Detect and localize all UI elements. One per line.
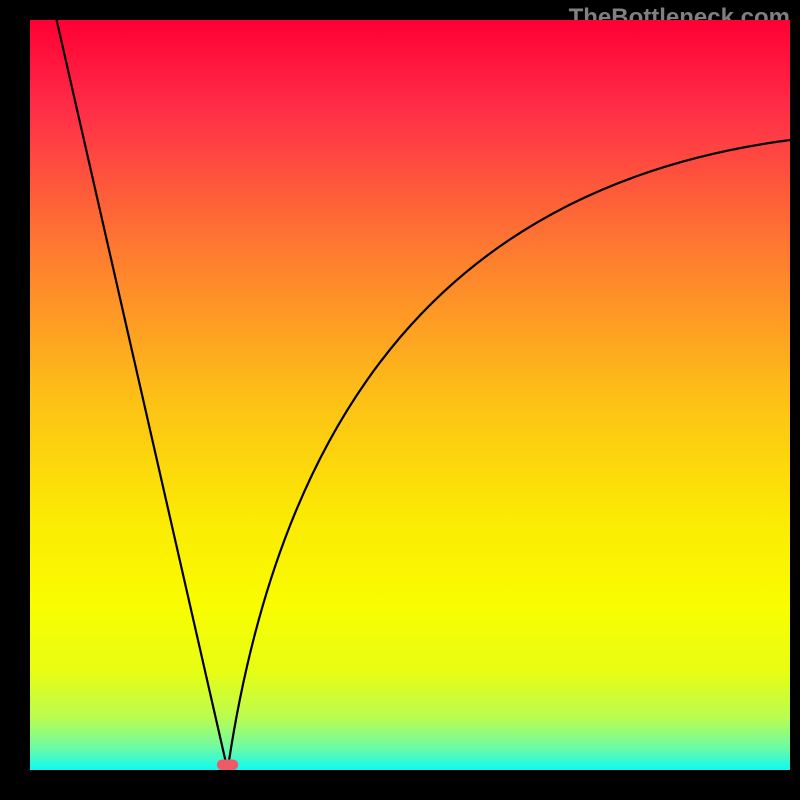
figure-container: TheBottleneck.com bbox=[0, 0, 800, 800]
bottleneck-chart-svg bbox=[30, 20, 790, 770]
min-marker bbox=[217, 760, 238, 771]
gradient-background bbox=[30, 20, 790, 770]
plot-area bbox=[30, 20, 790, 770]
